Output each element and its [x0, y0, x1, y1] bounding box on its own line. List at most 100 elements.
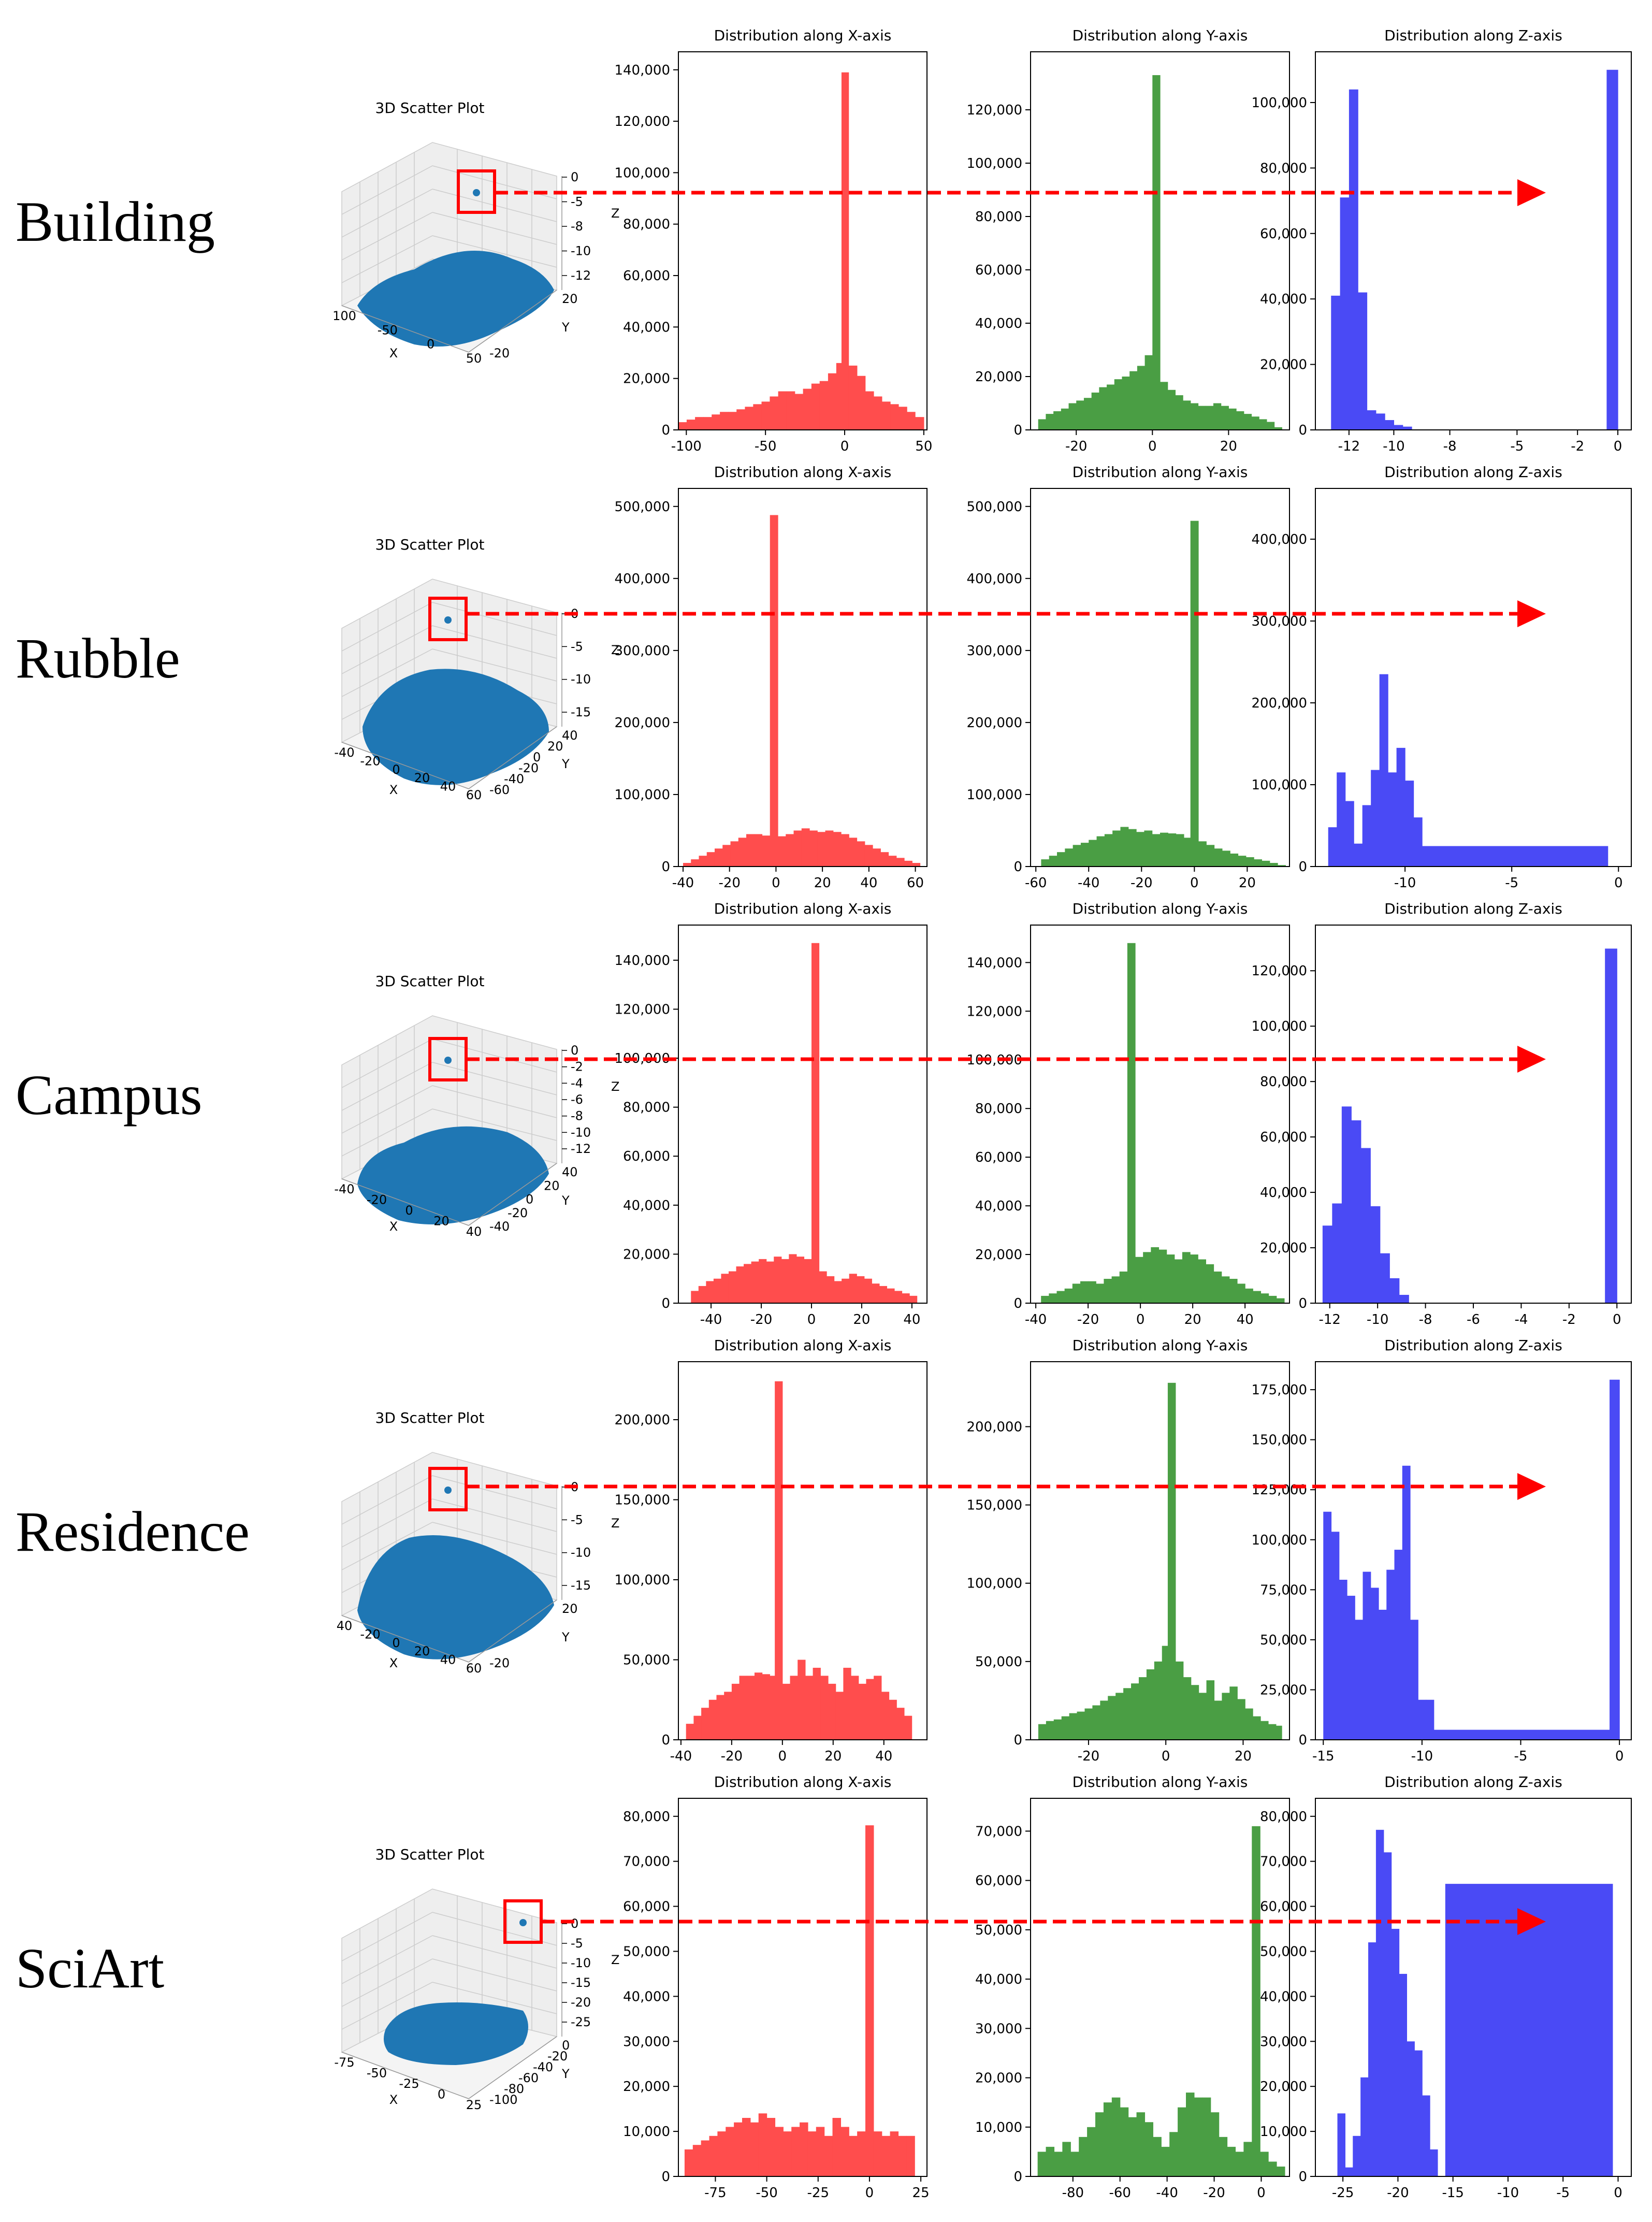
y-hist-bar: [1144, 355, 1153, 430]
scatter-z-tick-label: -10: [571, 672, 591, 687]
y-hist-bar: [1222, 850, 1230, 867]
row-label: Campus: [16, 1063, 202, 1127]
z-x-tick-label: -10: [1497, 2185, 1519, 2201]
x-hist-title: Distribution along X-axis: [714, 27, 892, 44]
y-hist-bar: [1153, 2137, 1162, 2176]
scatter-y-tick-label: 40: [562, 1165, 578, 1179]
z-x-tick-label: -15: [1312, 1749, 1334, 1764]
y-hist-bar: [1061, 1716, 1070, 1740]
z-hist-title: Distribution along Z-axis: [1384, 464, 1562, 481]
scatter-x-axis-edge: [341, 1178, 469, 1226]
x-hist-bar: [693, 1715, 702, 1740]
x-hist-bar: [841, 72, 849, 430]
z-hist-bar: [1391, 1929, 1400, 2176]
scatter-y-axis-edge: [468, 1599, 557, 1663]
y-hist-bar: [1104, 1279, 1112, 1303]
x-hist-bar: [849, 838, 858, 867]
x-y-tick-label: 100,000: [614, 1572, 670, 1588]
z-hist-bar: [1337, 772, 1346, 867]
z-hist-frame: [1315, 488, 1632, 867]
x-hist-bar: [759, 1259, 767, 1303]
x-hist-bar: [724, 1692, 732, 1740]
x-hist-bar: [766, 2118, 776, 2176]
x-hist-bar: [888, 856, 897, 867]
scatter-y-axis-edge: [468, 2036, 557, 2099]
y-hist-bar: [1151, 1247, 1160, 1303]
scatter-x-tick-label: -75: [334, 2055, 354, 2070]
z-y-tick-label: 100,000: [1251, 95, 1307, 111]
x-hist-bar: [866, 1679, 874, 1740]
z-hist-bar: [1363, 1571, 1371, 1740]
y-hist-title: Distribution along Y-axis: [1073, 900, 1248, 917]
scatter-gridline: [341, 235, 433, 283]
scatter-gridline: [432, 1108, 557, 1141]
y-x-tick-label: 20: [1235, 1749, 1252, 1764]
y-y-tick-label: 20,000: [975, 1247, 1022, 1263]
scatter-x-tick-label: 40: [440, 780, 456, 794]
x-y-tick-label: 80,000: [623, 1100, 670, 1116]
y-hist-bar: [1049, 1293, 1057, 1303]
y-hist-bar: [1129, 371, 1138, 430]
scatter-point-cloud: [357, 1535, 554, 1660]
y-hist-bar: [1260, 2152, 1269, 2176]
x-x-tick-label: -50: [756, 2185, 777, 2201]
x-hist-frame: [678, 1361, 928, 1740]
scatter-gridline: [432, 1038, 557, 1073]
scatter-x-tick-label: 40: [466, 1224, 482, 1239]
scatter-x-tick-label: 40: [440, 1653, 456, 1667]
z-hist-bar: [1351, 1120, 1361, 1303]
z-x-tick-label: -5: [1505, 875, 1518, 891]
scatter-y-label: Y: [561, 757, 570, 771]
x-y-tick-label: 20,000: [623, 2079, 670, 2095]
z-hist-bar: [1394, 425, 1403, 430]
scatter-y-axis-edge: [468, 726, 557, 789]
x-hist-bar: [794, 394, 804, 430]
y-x-tick-label: -20: [1077, 1312, 1099, 1328]
z-hist-bar: [1370, 1206, 1381, 1303]
scatter-gridline: [432, 648, 557, 682]
z-hist-bar: [1426, 1699, 1434, 1740]
x-y-tick-label: 100,000: [614, 787, 670, 803]
y-hist-bar: [1108, 1696, 1116, 1740]
y-y-tick-label: 120,000: [966, 1004, 1022, 1019]
x-hist-bar: [745, 407, 753, 430]
y-hist-bar: [1135, 1257, 1143, 1303]
z-hist-frame: [1315, 1361, 1632, 1740]
x-hist-frame: [678, 1798, 928, 2177]
scatter-x-tick-label: 40: [337, 1619, 353, 1633]
z-hist-bar: [1379, 674, 1388, 867]
scatter-title: 3D Scatter Plot: [375, 536, 485, 553]
y-hist-bar: [1198, 1259, 1206, 1303]
x-hist-bar: [699, 856, 707, 867]
row-label: Residence: [16, 1500, 250, 1563]
x-x-tick-label: -40: [672, 875, 694, 891]
z-hist-bar: [1379, 1609, 1387, 1740]
y-hist-bar: [1276, 1298, 1285, 1303]
z-y-tick-label: 400,000: [1251, 532, 1307, 547]
scatter-x-tick-label: 0: [427, 337, 434, 352]
scatter-z-tick-label: -10: [571, 1125, 591, 1139]
y-hist-bar: [1068, 403, 1077, 430]
x-hist-bar: [761, 401, 771, 430]
z-hist-bar: [1380, 1253, 1390, 1303]
x-hist-bar: [692, 2145, 702, 2176]
x-x-tick-label: -100: [671, 439, 702, 454]
x-hist-bar: [706, 852, 715, 867]
z-y-tick-label: 25,000: [1260, 1682, 1307, 1698]
x-x-tick-label: 40: [860, 875, 877, 891]
scatter-y-tick-label: -80: [504, 2082, 524, 2096]
x-hist-bar: [873, 848, 881, 867]
z-x-tick-label: -4: [1514, 1312, 1528, 1328]
x-hist-bar: [691, 859, 700, 867]
y-hist-bar: [1053, 1719, 1062, 1740]
y-hist-bar: [1206, 845, 1215, 867]
scatter-gridline: [432, 625, 557, 659]
x-y-tick-label: 400,000: [614, 571, 670, 587]
z-hist-bar: [1360, 2077, 1369, 2176]
scatter-gridline: [341, 1475, 433, 1525]
y-hist-bar: [1056, 1291, 1065, 1303]
scatter-y-tick-label: -60: [518, 2071, 539, 2085]
x-x-tick-label: 0: [778, 1749, 787, 1764]
y-x-tick-label: 0: [1190, 875, 1199, 891]
y-y-tick-label: 100,000: [966, 1576, 1022, 1592]
